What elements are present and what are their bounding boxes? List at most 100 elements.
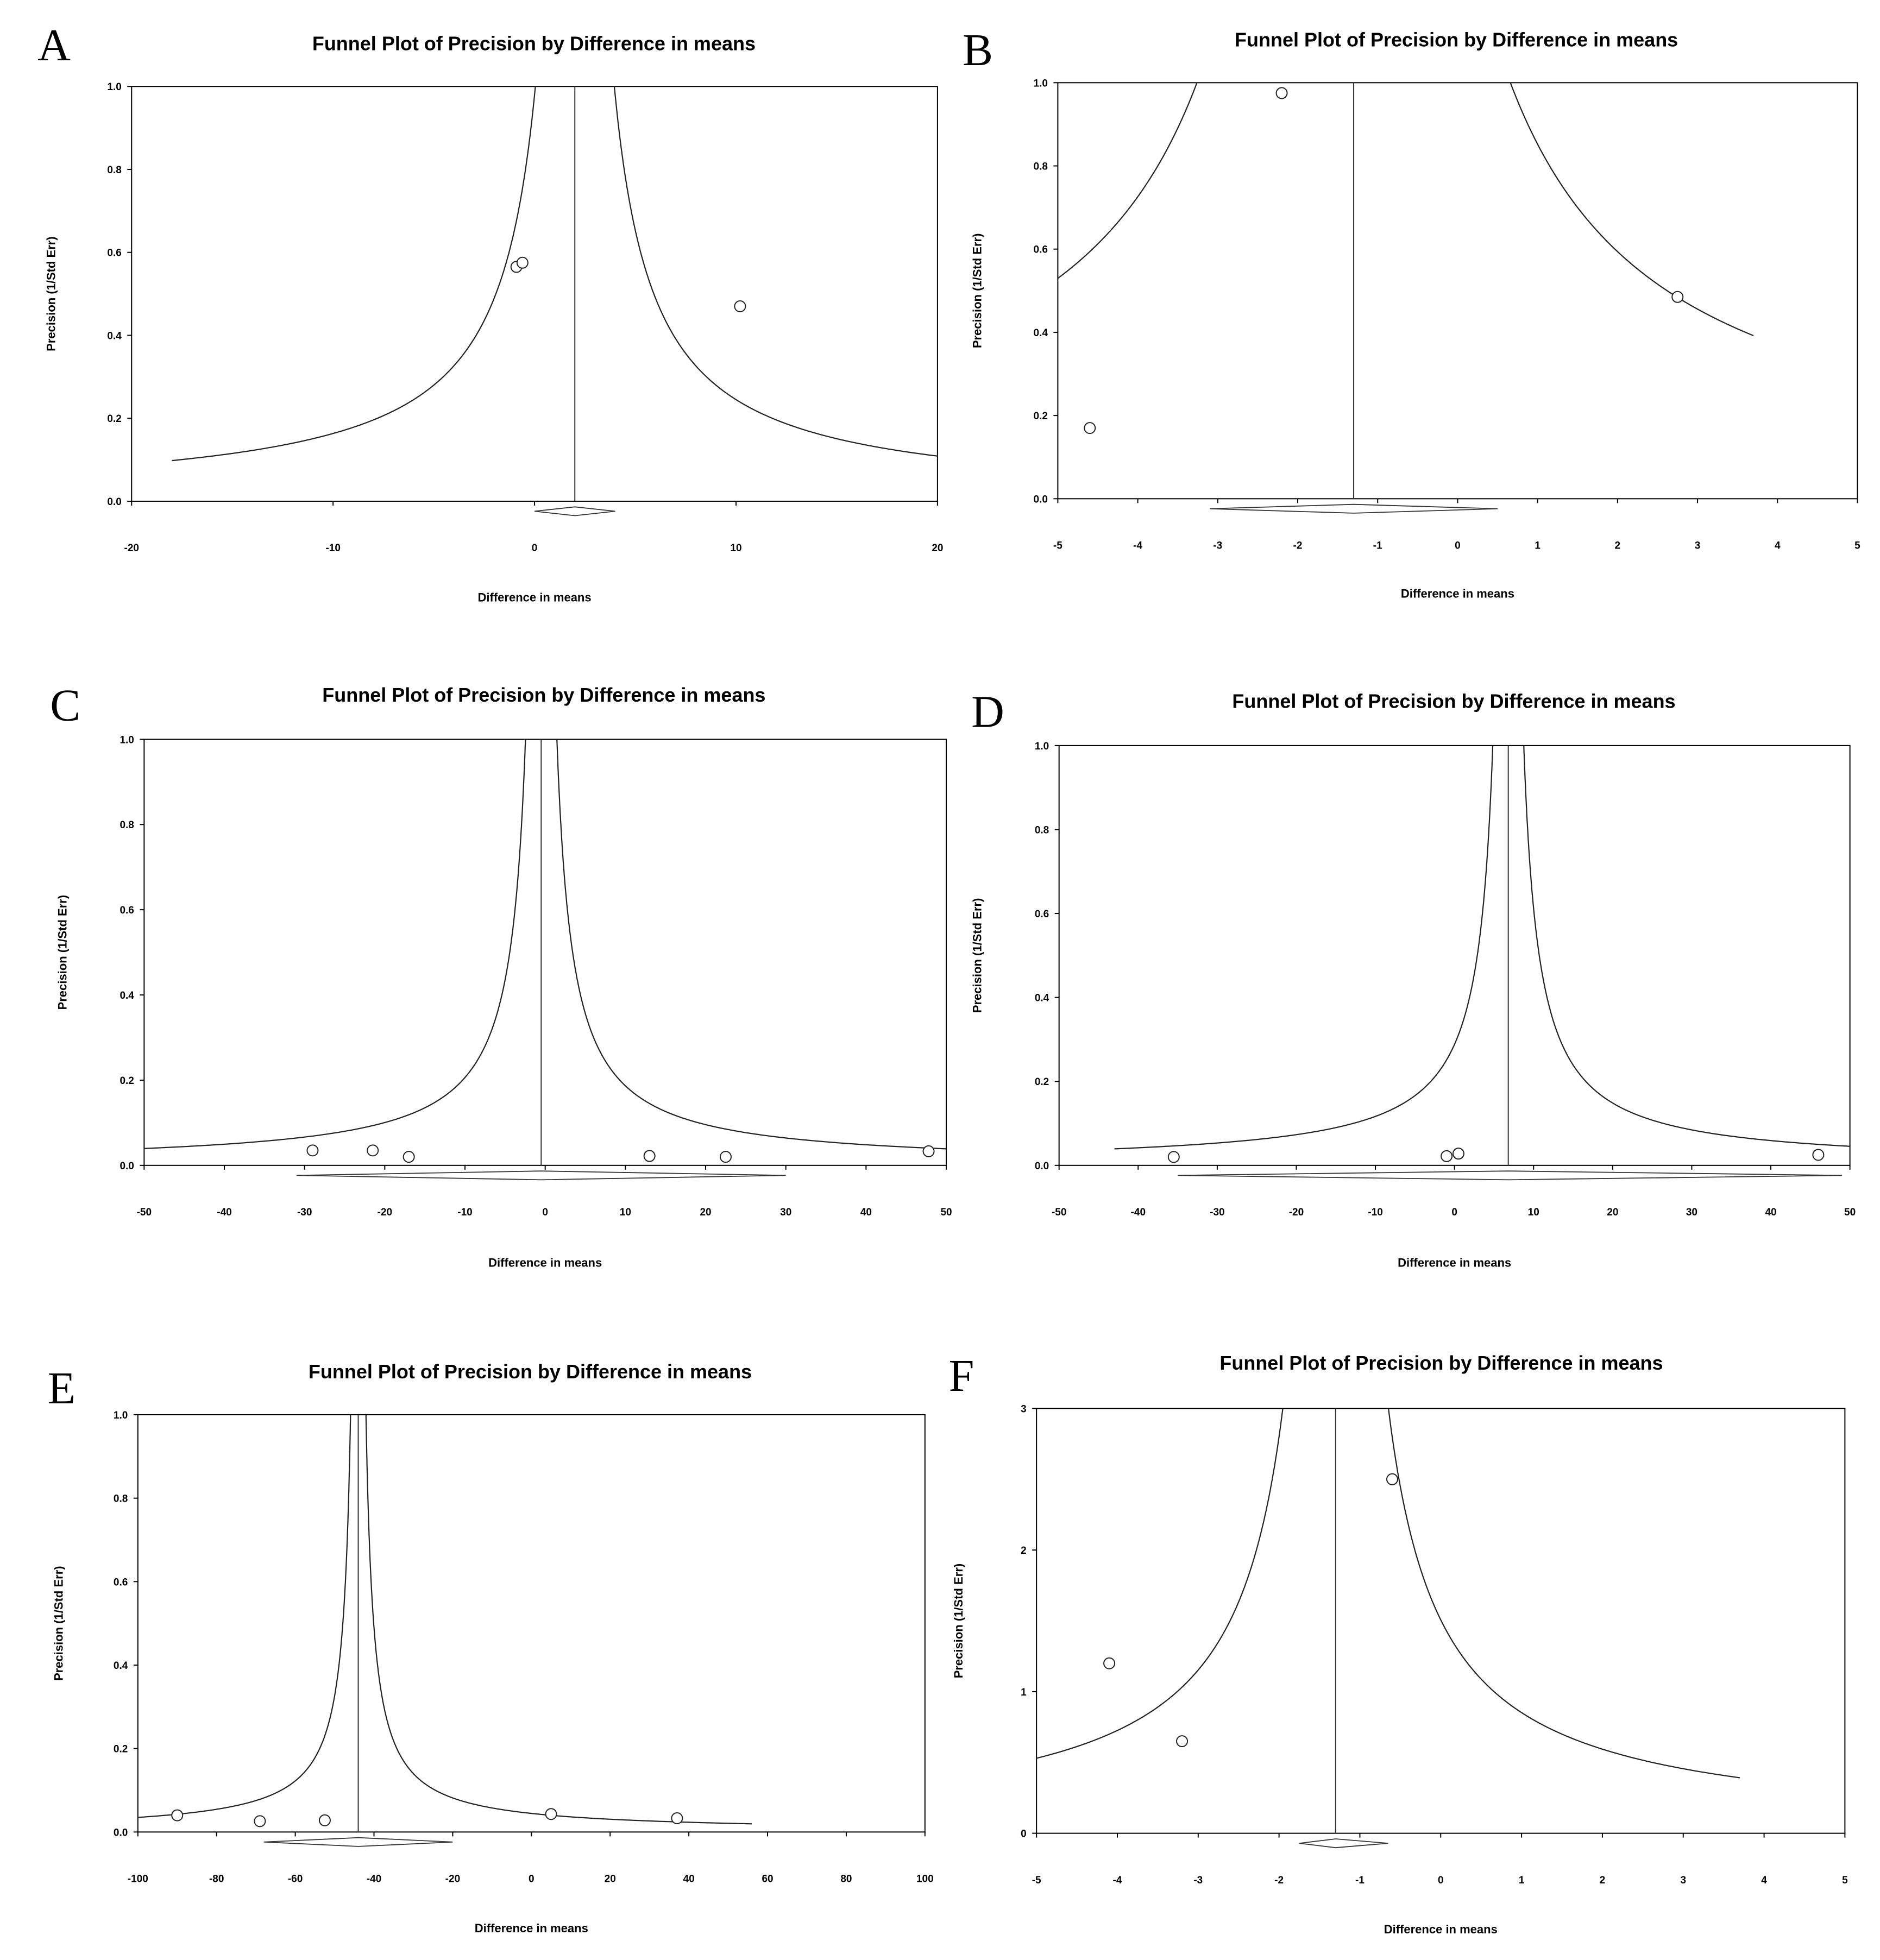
summary-diamond — [1210, 503, 1498, 514]
y-tick-label: 0.6 — [1034, 244, 1048, 256]
x-tick-label: 1 — [1519, 1875, 1525, 1886]
y-tick-label: 0 — [1021, 1829, 1027, 1840]
y-tick-label: 0.0 — [114, 1827, 128, 1838]
panel-e: E Funnel Plot of Precision by Difference … — [48, 1360, 934, 1935]
y-tick-label: 0.6 — [107, 248, 121, 259]
x-tick-label: -40 — [367, 1874, 381, 1885]
x-tick-label: -40 — [1131, 1207, 1146, 1218]
study-point — [516, 256, 529, 269]
y-tick-label: 0.8 — [1034, 161, 1048, 172]
study-point — [318, 1814, 331, 1826]
x-tick-label: 0 — [532, 543, 538, 554]
x-axis-label: Difference in means — [488, 1256, 602, 1270]
chart-title: Funnel Plot of Precision by Difference i… — [1219, 1352, 1663, 1374]
panel-letter: E — [48, 1363, 76, 1414]
summary-diamond — [1299, 1838, 1388, 1849]
x-tick-label: 0 — [542, 1207, 548, 1218]
panel-letter: F — [949, 1351, 974, 1401]
y-axis-label: Precision (1/Std Err) — [952, 1564, 965, 1679]
panel-a: A Funnel Plot of Precision by Difference … — [37, 20, 943, 604]
funnel-right-curve — [1387, 1408, 1740, 1779]
x-tick-label: -20 — [378, 1207, 392, 1218]
y-tick-label: 0.2 — [120, 1075, 134, 1087]
y-tick-label: 0.6 — [1035, 909, 1049, 920]
x-tick-label: 0 — [1438, 1875, 1444, 1886]
x-tick-label: -4 — [1113, 1875, 1122, 1886]
funnel-left-curve — [1114, 745, 1494, 1150]
y-tick-label: 0.4 — [114, 1660, 128, 1672]
summary-diamond — [534, 506, 615, 516]
study-point — [306, 1144, 319, 1157]
y-tick-label: 1 — [1021, 1687, 1027, 1698]
x-tick-label: 50 — [1844, 1207, 1856, 1218]
y-tick-label: 0.6 — [114, 1577, 128, 1588]
x-tick-label: -20 — [124, 543, 139, 554]
panel-b: B Funnel Plot of Precision by Difference … — [963, 25, 1860, 601]
y-axis-label: Precision (1/Std Err) — [971, 898, 984, 1013]
chart-title: Funnel Plot of Precision by Difference i… — [1232, 690, 1675, 713]
study-point — [254, 1815, 266, 1827]
y-tick-label: 1.0 — [120, 734, 134, 746]
x-tick-label: 10 — [1528, 1207, 1539, 1218]
study-point — [1176, 1735, 1189, 1748]
y-tick-label: 1.0 — [114, 1410, 128, 1421]
x-tick-label: 5 — [1842, 1875, 1848, 1886]
x-tick-label: -1 — [1373, 540, 1382, 552]
x-tick-label: 30 — [780, 1207, 791, 1218]
study-point — [922, 1145, 935, 1157]
y-tick-label: 0.4 — [1034, 327, 1048, 339]
funnel-right-curve — [556, 739, 947, 1150]
plot-frame — [137, 1414, 926, 1833]
x-tick-label: 1 — [1535, 540, 1541, 552]
x-tick-label: 3 — [1680, 1875, 1686, 1886]
plot-frame — [1057, 82, 1858, 500]
y-tick-label: 0.2 — [1035, 1076, 1049, 1088]
x-tick-label: -10 — [325, 543, 340, 554]
x-axis-label: Difference in means — [1398, 1256, 1511, 1270]
chart-title: Funnel Plot of Precision by Difference i… — [312, 32, 756, 54]
x-tick-label: 40 — [683, 1874, 695, 1885]
x-tick-label: 5 — [1854, 540, 1860, 552]
panel-letter: A — [37, 20, 71, 71]
y-tick-label: 3 — [1021, 1403, 1027, 1415]
x-tick-label: 0 — [529, 1874, 535, 1885]
x-tick-label: 40 — [860, 1207, 872, 1218]
funnel-right-curve — [365, 1414, 752, 1825]
study-point — [719, 1151, 732, 1163]
study-point — [403, 1151, 415, 1163]
study-point — [1103, 1657, 1116, 1669]
x-tick-label: -1 — [1355, 1875, 1365, 1886]
x-tick-label: -5 — [1032, 1875, 1041, 1886]
chart-title: Funnel Plot of Precision by Difference i… — [309, 1360, 752, 1383]
y-tick-label: 1.0 — [107, 81, 121, 93]
funnel-right-curve — [1523, 745, 1850, 1147]
summary-diamond — [296, 1170, 786, 1181]
x-tick-label: 20 — [700, 1207, 711, 1218]
x-tick-label: -3 — [1213, 540, 1222, 552]
x-tick-label: -10 — [457, 1207, 472, 1218]
x-axis-label: Difference in means — [1384, 1923, 1498, 1936]
chart-title: Funnel Plot of Precision by Difference i… — [1235, 28, 1678, 51]
study-point — [643, 1150, 656, 1162]
funnel-left-curve — [144, 739, 526, 1149]
study-point — [1167, 1151, 1180, 1163]
x-tick-label: 2 — [1600, 1875, 1606, 1886]
x-tick-label: -2 — [1293, 540, 1303, 552]
y-tick-label: 0.0 — [120, 1161, 134, 1172]
funnel-left-curve — [1058, 83, 1198, 279]
y-tick-label: 0.4 — [1035, 993, 1049, 1004]
y-tick-label: 1.0 — [1035, 741, 1049, 752]
y-tick-label: 0.0 — [1035, 1161, 1049, 1172]
x-tick-label: 100 — [916, 1874, 934, 1885]
x-tick-label: -3 — [1193, 1875, 1203, 1886]
study-point — [1084, 422, 1096, 434]
y-tick-label: 0.0 — [1034, 494, 1048, 505]
summary-diamond — [263, 1837, 453, 1847]
y-axis-label: Precision (1/Std Err) — [45, 236, 58, 351]
x-axis-label: Difference in means — [478, 591, 592, 604]
x-tick-label: -20 — [445, 1874, 460, 1885]
x-tick-label: 4 — [1761, 1875, 1767, 1886]
x-tick-label: 20 — [605, 1874, 616, 1885]
panel-letter: C — [50, 680, 80, 731]
x-tick-label: -10 — [1368, 1207, 1382, 1218]
